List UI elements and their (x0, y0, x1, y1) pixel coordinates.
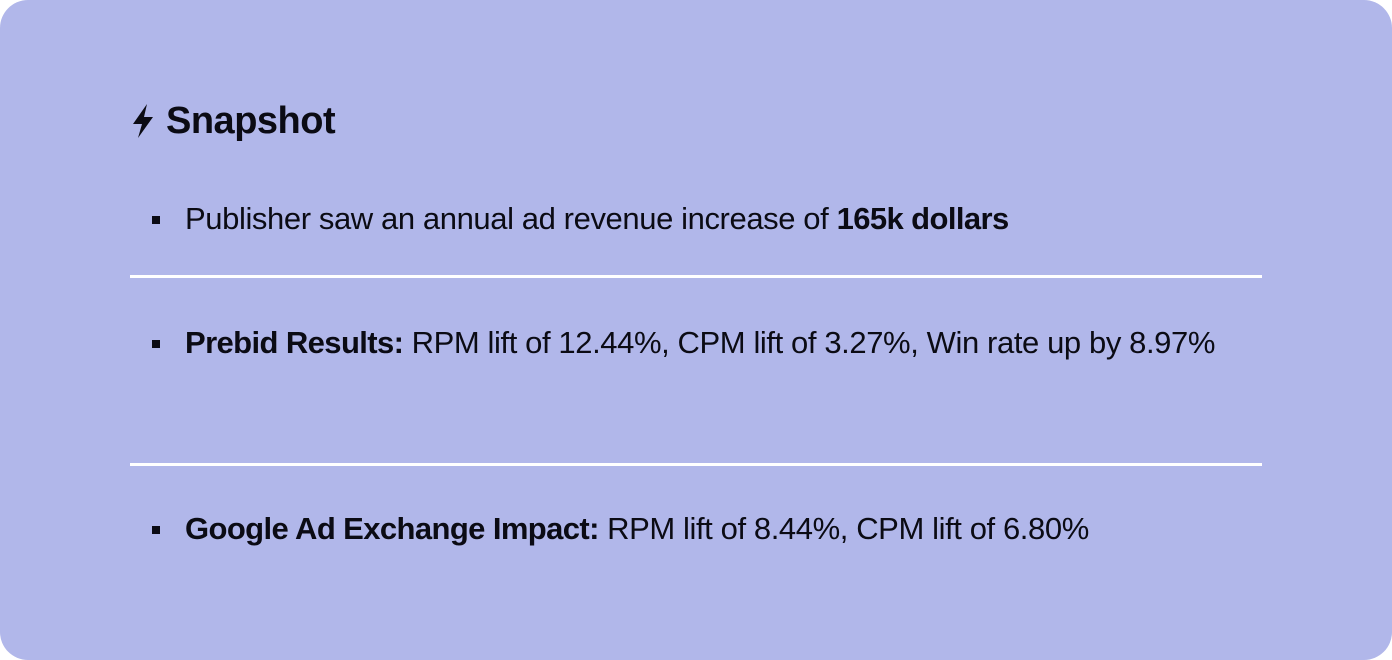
snapshot-heading: Snapshot (130, 96, 336, 146)
list-item-text: Prebid Results: RPM lift of 12.44%, CPM … (185, 312, 1252, 374)
snapshot-title: Snapshot (166, 99, 336, 142)
divider (130, 275, 1262, 278)
prebid-label: Prebid Results: (185, 325, 404, 360)
bullet-marker (152, 216, 160, 224)
lightning-bolt-icon (133, 104, 153, 138)
bullet-marker (152, 340, 160, 348)
bullet-marker (152, 526, 160, 534)
list-item-text: Google Ad Exchange Impact: RPM lift of 8… (185, 498, 1252, 560)
google-adx-label: Google Ad Exchange Impact: (185, 511, 599, 546)
list-item-google-adx: Google Ad Exchange Impact: RPM lift of 8… (152, 498, 1252, 560)
list-item-revenue: Publisher saw an annual ad revenue incre… (152, 188, 1252, 250)
list-item-prebid: Prebid Results: RPM lift of 12.44%, CPM … (152, 312, 1252, 374)
list-item-text: Publisher saw an annual ad revenue incre… (185, 188, 1252, 250)
revenue-amount: 165k dollars (836, 201, 1010, 236)
prebid-results-text: RPM lift of 12.44%, CPM lift of 3.27%, W… (403, 325, 1216, 360)
google-adx-text: RPM lift of 8.44%, CPM lift of 6.80% (598, 511, 1089, 546)
divider (130, 463, 1262, 466)
revenue-text: Publisher saw an annual ad revenue incre… (185, 201, 837, 236)
